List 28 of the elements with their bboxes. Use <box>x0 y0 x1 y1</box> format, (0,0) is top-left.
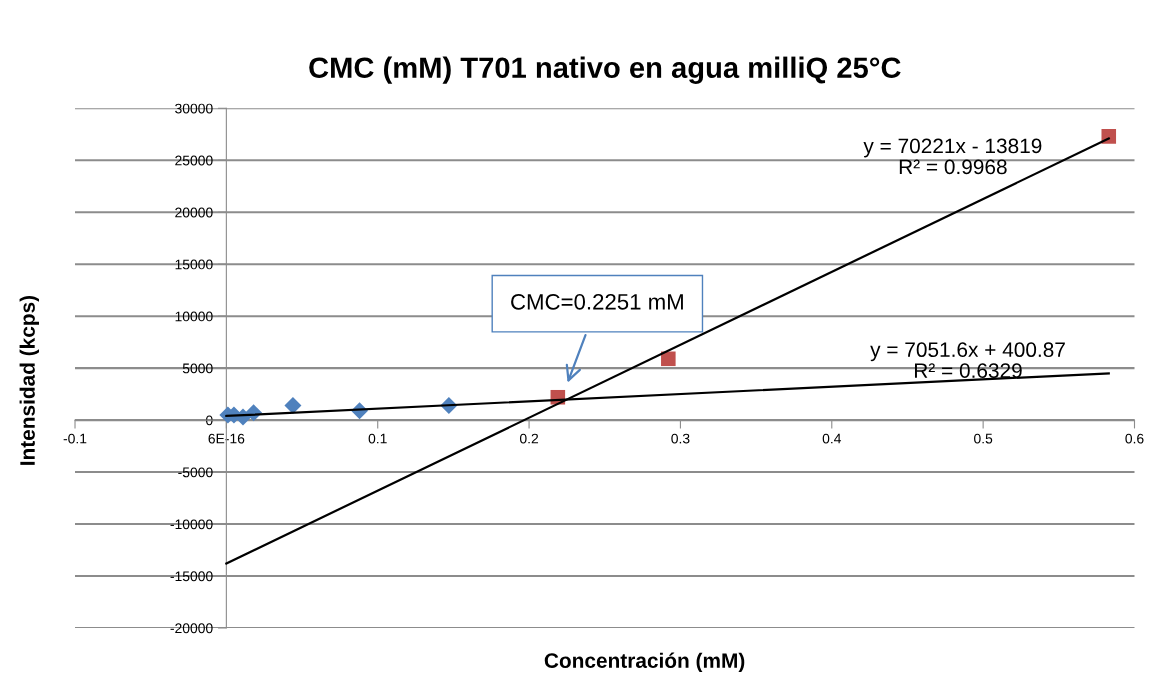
x-tick-label: 0.1 <box>368 433 387 444</box>
x-tick-label: 0.6 <box>1125 433 1144 444</box>
x-axis-title: Concentración (mM) <box>544 652 745 673</box>
y-tick-label: -10000 <box>170 519 213 530</box>
x-tick-label: 0.5 <box>974 433 993 444</box>
y-tick-label: -15000 <box>170 571 213 582</box>
y-tick-label: 30000 <box>175 103 213 114</box>
y-tick-label: -20000 <box>170 623 213 634</box>
chart-title: CMC (mM) T701 nativo en agua milliQ 25°C <box>309 56 901 84</box>
annotation: y = 70221x - 13819 R² = 0.9968 <box>863 138 1042 175</box>
x-tick-label: 6E-16 <box>208 433 245 444</box>
y-tick-label: 15000 <box>175 259 213 270</box>
point <box>661 351 676 367</box>
point <box>284 397 302 415</box>
x-tick-label: 0.3 <box>671 433 690 444</box>
x-tick-label: 0.4 <box>822 433 842 444</box>
x-tick-label: -0.1 <box>63 433 87 444</box>
y-tick-label: -5000 <box>178 467 213 478</box>
y-tick-label: 0 <box>205 415 213 426</box>
point <box>1101 129 1117 144</box>
annotation: y = 7051.6x + 400.87 R² = 0.6329 <box>870 342 1065 378</box>
x-tick-label: 0.2 <box>519 433 539 444</box>
y-tick-label: 20000 <box>175 207 213 218</box>
y-tick-label: 10000 <box>175 311 213 322</box>
y-tick-label: 25000 <box>175 155 213 166</box>
y-axis-title: Intensidad (kcps) <box>19 295 40 465</box>
y-tick-label: 5000 <box>182 363 213 374</box>
annotation: CMC=0.2251 mM <box>511 293 683 310</box>
